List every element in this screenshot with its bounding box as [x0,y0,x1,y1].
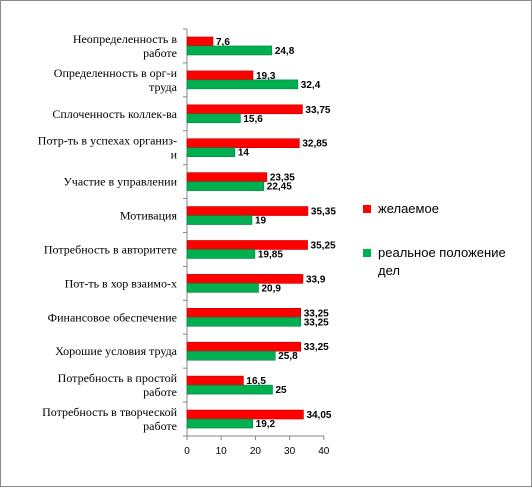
data-label: 33,9 [306,274,326,285]
data-label: 22,45 [267,182,292,193]
legend-entry-actual: реальное положение дел [378,245,506,278]
bar-desired [186,70,254,81]
category-label: Пот-ть в хор взаимо-х [65,276,177,290]
bar-desired [186,138,300,149]
data-label: 20,9 [261,283,281,294]
bar-actual [186,113,241,124]
bar-desired [186,307,302,318]
category-label: Сплоченность коллек-ва [52,107,177,121]
category-label: Мотивация [120,209,178,223]
x-tick-label: 10 [216,446,228,457]
bar-desired [186,104,303,115]
bar-actual [186,249,256,259]
category-label: Финансовое обеспечение [48,310,177,324]
bar-actual [186,147,236,158]
data-label: 19,2 [256,419,276,430]
category-label: Хорошие условия труда [55,344,177,358]
bar-actual [186,215,253,225]
data-label: 34,05 [306,410,331,421]
data-label: 19,85 [258,249,283,260]
data-label: 33,25 [304,342,329,353]
legend-entry-desired: желаемое [378,201,439,216]
x-tick-label: 20 [250,446,262,457]
data-label: 14 [238,148,250,159]
category-label: Участие в управлении [63,175,177,189]
data-label: 32,85 [302,139,327,150]
data-label: 33,25 [304,308,329,319]
bar-actual [186,283,259,293]
category-label: Потр-ть в успехах организ-и [38,134,178,162]
data-label: 25 [276,385,288,396]
bar-actual [186,384,273,395]
legend-swatch-desired [363,205,371,213]
data-label: 16,5 [246,376,266,387]
x-tick-label: 0 [184,446,190,457]
data-label: 35,25 [311,240,336,251]
data-label: 33,75 [305,105,330,116]
bar-actual [186,350,276,361]
bar-actual [186,316,302,327]
bar-desired [186,274,304,284]
data-label: 33,25 [304,317,329,328]
bar-desired [186,206,309,216]
category-label: Потребность в простой работе [58,371,178,399]
bar-actual [186,418,253,429]
legend-swatch-actual [363,249,371,257]
data-label: 15,6 [243,114,263,125]
data-label: 19,3 [256,71,276,82]
x-tick-label: 30 [284,446,296,457]
data-label: 35,35 [311,207,336,218]
category-label: Неопределенность в работе [73,32,178,60]
bar-actual [186,181,265,191]
bar-desired [186,240,308,250]
bar-desired [186,375,244,386]
data-label: 24,8 [275,46,295,57]
data-label: 7,6 [216,37,230,48]
bar-desired [186,409,304,420]
bar-actual [186,79,299,90]
category-label: Потребность в авторитете [44,242,177,256]
x-tick-label: 40 [318,446,330,457]
data-label: 32,4 [301,80,321,91]
data-label: 23,35 [270,173,295,184]
data-label: 19 [255,216,267,227]
data-label: 25,8 [278,351,298,362]
bar-actual [186,45,273,56]
bar-desired [186,36,214,47]
bar-desired [186,341,302,352]
category-label: Определенность в орг-и труда [54,66,178,94]
category-label: Потребность в творческой работе [42,405,177,433]
bar-desired [186,172,268,182]
